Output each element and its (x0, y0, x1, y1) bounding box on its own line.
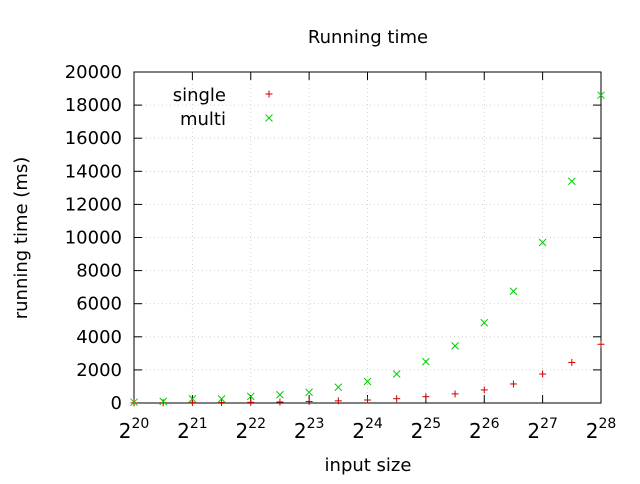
y-tick-label: 18000 (65, 95, 122, 116)
data-point-single (276, 398, 284, 406)
data-point-single (247, 398, 255, 406)
x-tick-label: 227 (527, 416, 558, 443)
data-point-multi (130, 398, 138, 407)
legend-marker-multi (265, 114, 273, 122)
marker-stroke (276, 390, 284, 399)
data-point-multi (567, 177, 576, 186)
marker-stroke (597, 91, 605, 100)
legend-label-multi: multi (180, 109, 226, 130)
marker-stroke (334, 383, 343, 392)
data-point-single (218, 399, 226, 407)
x-tick-label: 222 (235, 416, 266, 443)
marker-stroke (538, 238, 547, 247)
x-tick-label: 228 (586, 416, 617, 443)
y-tick-label: 4000 (76, 327, 122, 348)
data-point-single (509, 380, 517, 388)
data-point-single (422, 393, 430, 401)
data-point-multi (334, 383, 343, 392)
y-tick-labels: 0 2000 4000 6000 8000 10000 12000 14000 16000 180… (65, 62, 122, 414)
data-point-single (188, 399, 196, 407)
data-point-multi (509, 287, 518, 296)
data-point-multi (246, 392, 255, 401)
marker-stroke (130, 398, 138, 407)
data-point-single (480, 386, 488, 394)
marker-stroke (567, 177, 576, 186)
data-point-single (364, 396, 371, 404)
data-point-multi (159, 397, 168, 406)
x-tick-label: 223 (294, 416, 325, 443)
data-point-single (334, 397, 342, 405)
legend-marker-single (265, 90, 273, 98)
chart-title: Running time (308, 27, 428, 48)
data-point-single (539, 370, 547, 378)
y-tick-label: 16000 (65, 128, 122, 149)
marker-stroke (363, 377, 372, 386)
marker-stroke (509, 287, 518, 296)
data-point-multi (392, 370, 401, 378)
marker-stroke (265, 114, 273, 122)
marker-stroke (246, 392, 255, 401)
data-point-single (597, 340, 605, 348)
data-point-multi (451, 342, 459, 350)
y-tick-label: 12000 (65, 194, 122, 215)
marker-stroke (422, 357, 430, 366)
data-point-single (568, 358, 576, 366)
marker-stroke (392, 370, 401, 378)
x-axis-label: input size (325, 455, 412, 476)
x-tick-label: 224 (352, 416, 383, 443)
data-point-multi (276, 390, 284, 399)
marker-stroke (480, 318, 489, 327)
legend: single multi (173, 85, 273, 130)
x-tick-label: 225 (411, 416, 442, 443)
data-point-multi (422, 357, 430, 366)
ticks (133, 71, 602, 404)
marker-stroke (305, 388, 313, 397)
marker-stroke (188, 395, 197, 403)
y-tick-label: 20000 (65, 62, 122, 83)
data-point-single (451, 390, 459, 398)
y-tick-label: 2000 (76, 360, 122, 381)
y-tick-label: 8000 (76, 261, 122, 282)
data-point-single (393, 395, 401, 403)
y-tick-label: 10000 (65, 228, 122, 249)
data-point-multi (305, 388, 313, 397)
marker-stroke (217, 395, 226, 403)
data-point-multi (480, 318, 489, 327)
data-points (130, 91, 605, 407)
data-point-multi (597, 91, 605, 100)
x-tick-label: 226 (469, 416, 500, 443)
data-point-multi (363, 377, 372, 386)
y-tick-label: 6000 (76, 294, 122, 315)
legend-label-single: single (173, 85, 226, 106)
data-point-multi (217, 395, 226, 403)
y-tick-label: 0 (111, 393, 122, 414)
y-tick-label: 14000 (65, 161, 122, 182)
marker-stroke (451, 342, 459, 350)
y-axis-label: running time (ms) (11, 157, 32, 320)
marker-stroke (159, 397, 168, 406)
x-tick-label: 221 (177, 416, 208, 443)
x-tick-labels: 220 221 222 223 224 225 226 227 228 (119, 416, 617, 443)
data-point-single (159, 399, 167, 407)
x-tick-label: 220 (119, 416, 150, 443)
data-point-multi (188, 395, 197, 403)
data-point-single (305, 398, 313, 406)
data-point-multi (538, 238, 547, 247)
